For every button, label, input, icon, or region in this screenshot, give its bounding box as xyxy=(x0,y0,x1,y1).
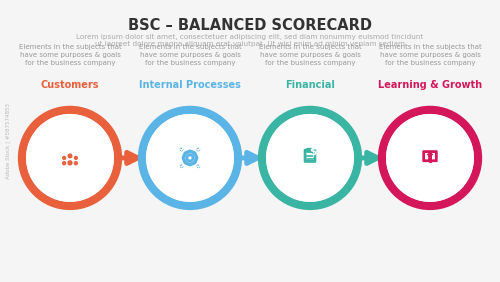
Text: Adobe Stock | #587574853: Adobe Stock | #587574853 xyxy=(5,103,11,179)
Text: Lorem ipsum dolor sit amet, consectetuer adipiscing elit, sed diam nonummy euism: Lorem ipsum dolor sit amet, consectetuer… xyxy=(76,34,424,40)
Circle shape xyxy=(196,164,200,168)
Ellipse shape xyxy=(428,152,432,153)
Circle shape xyxy=(182,157,184,159)
Ellipse shape xyxy=(62,161,66,166)
Circle shape xyxy=(386,114,474,202)
Text: ut laoreet dolore magna aliquam erat volutpat. Ut wisi enim ad minim veniam sedi: ut laoreet dolore magna aliquam erat vol… xyxy=(95,41,405,47)
FancyBboxPatch shape xyxy=(308,149,312,151)
Circle shape xyxy=(180,164,184,168)
Circle shape xyxy=(310,149,316,154)
FancyBboxPatch shape xyxy=(305,150,315,161)
Text: Elements in the subjects that
have some purposes & goals
for the business compan: Elements in the subjects that have some … xyxy=(138,44,242,66)
Text: Internal Processes: Internal Processes xyxy=(139,80,241,90)
Circle shape xyxy=(196,157,198,159)
Circle shape xyxy=(378,106,482,210)
Circle shape xyxy=(184,151,186,154)
Ellipse shape xyxy=(430,154,433,156)
Text: Customers: Customers xyxy=(41,80,99,90)
Circle shape xyxy=(196,148,200,151)
Text: BSC – BALANCED SCORECARD: BSC – BALANCED SCORECARD xyxy=(128,18,372,33)
Circle shape xyxy=(188,149,192,152)
Circle shape xyxy=(180,148,184,151)
Ellipse shape xyxy=(74,161,78,166)
Circle shape xyxy=(188,164,192,166)
Text: Learning & Growth: Learning & Growth xyxy=(378,80,482,90)
Ellipse shape xyxy=(427,154,430,156)
Circle shape xyxy=(138,106,242,210)
Circle shape xyxy=(26,114,114,202)
Circle shape xyxy=(194,162,196,164)
Circle shape xyxy=(68,153,72,158)
FancyBboxPatch shape xyxy=(430,152,436,161)
Circle shape xyxy=(146,114,234,202)
Circle shape xyxy=(62,156,66,160)
Circle shape xyxy=(74,156,78,160)
Circle shape xyxy=(18,106,122,210)
Circle shape xyxy=(266,114,354,202)
Text: Elements in the subjects that
have some purposes & goals
for the business compan: Elements in the subjects that have some … xyxy=(378,44,482,66)
FancyBboxPatch shape xyxy=(424,152,430,161)
Circle shape xyxy=(194,151,196,154)
Text: $: $ xyxy=(310,147,317,157)
Circle shape xyxy=(258,106,362,210)
Text: Elements in the subjects that
have some purposes & goals
for the business compan: Elements in the subjects that have some … xyxy=(18,44,122,66)
Text: Elements in the subjects that
have some purposes & goals
for the business compan: Elements in the subjects that have some … xyxy=(258,44,362,66)
Circle shape xyxy=(184,162,186,164)
Ellipse shape xyxy=(68,160,72,166)
Text: Financial: Financial xyxy=(285,80,335,90)
